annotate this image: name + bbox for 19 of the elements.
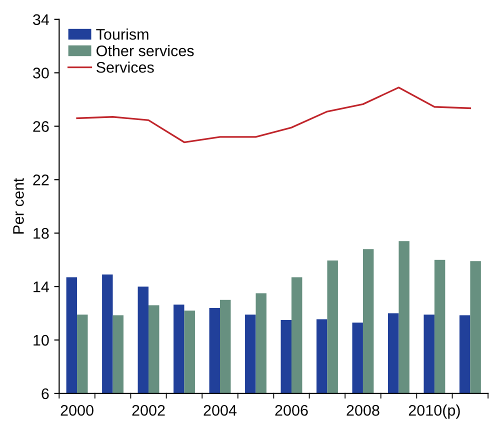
- x-tick-label: 2000: [60, 404, 94, 416]
- y-tick-label: 6: [42, 388, 49, 400]
- y-tick-label: 30: [33, 68, 49, 78]
- y-tick-label: 34: [33, 14, 49, 26]
- legend-label: Other services: [96, 45, 194, 56]
- y-axis-title: Per cent: [13, 178, 24, 234]
- y-tick-label: 18: [34, 228, 49, 239]
- y-tick-label: 14: [34, 282, 49, 292]
- x-tick-label: 2008: [346, 404, 380, 416]
- legend-label: Tourism: [96, 28, 148, 40]
- x-tick-label: 2002: [132, 404, 165, 416]
- x-tick-label: 2010(p): [408, 404, 460, 419]
- line-series: [76, 86, 472, 144]
- legend-label: Services: [96, 62, 154, 73]
- y-tick-label: 26: [33, 121, 49, 132]
- y-tick-label: 10: [34, 334, 49, 346]
- x-tick-label: 2004: [204, 404, 237, 416]
- x-tick-label: 2006: [275, 404, 308, 416]
- y-tick-label: 22: [33, 174, 49, 186]
